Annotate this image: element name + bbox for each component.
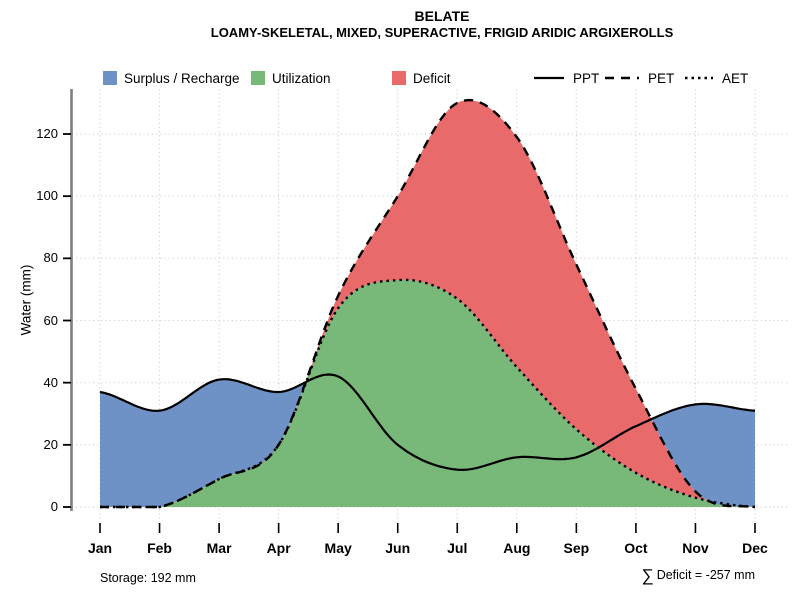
surplus-swatch (103, 71, 117, 85)
month-label-jan: Jan (87, 540, 113, 556)
deficit-swatch (392, 71, 406, 85)
legend-item-deficit: Deficit (392, 66, 451, 90)
month-label-mar: Mar (206, 540, 232, 556)
y-tick-label: 80 (43, 250, 58, 266)
storage-annotation: Storage: 192 mm (100, 571, 196, 585)
legend-label-deficit: Deficit (413, 70, 451, 86)
chart-title: BELATE (414, 8, 470, 24)
legend-label-pet: PET (648, 70, 675, 86)
month-label-apr: Apr (266, 540, 291, 556)
month-label-feb: Feb (147, 540, 172, 556)
legend-item-pet: PET (604, 66, 674, 90)
sum-deficit-annotation: ∑ Deficit = -257 mm (555, 566, 755, 586)
y-tick-label: 120 (36, 126, 58, 141)
pet-line-sample-icon (605, 76, 639, 80)
legend-item-ppt: PPT (533, 66, 599, 90)
month-label-aug: Aug (503, 540, 531, 556)
ppt-line-sample-icon (534, 76, 564, 80)
month-label-sep: Sep (563, 540, 590, 556)
deficit-area (100, 100, 755, 507)
legend-item-utilization: Utilization (251, 66, 331, 90)
sum-deficit-text: Deficit = -257 mm (656, 568, 755, 582)
y-tick-label: 0 (50, 499, 58, 514)
legend-label-ppt: PPT (573, 70, 600, 86)
pet-line (100, 98, 756, 509)
y-tick-label: 20 (43, 436, 58, 452)
y-tick-label: 100 (36, 188, 58, 204)
month-label-dec: Dec (742, 540, 768, 556)
chart-subtitle: LOAMY-SKELETAL, MIXED, SUPERACTIVE, FRIG… (210, 25, 674, 40)
aet-line-sample-icon (685, 76, 713, 80)
legend-item-aet: AET (684, 66, 748, 90)
ppt-line (99, 373, 756, 471)
month-label-jun: Jun (385, 540, 411, 556)
surplus-area (100, 100, 755, 507)
y-tick-label: 60 (43, 312, 58, 328)
utilization-swatch (251, 71, 265, 85)
month-label-oct: Oct (624, 540, 648, 556)
y-tick-label: 40 (43, 374, 58, 390)
month-label-may: May (324, 540, 352, 556)
legend-label-utilization: Utilization (272, 70, 331, 86)
legend-label-surplus: Surplus / Recharge (124, 70, 240, 86)
utilization-area (100, 279, 755, 507)
month-label-jul: Jul (447, 540, 468, 556)
sigma-icon: ∑ (641, 566, 654, 585)
month-label-nov: Nov (682, 540, 709, 556)
legend-item-surplus: Surplus / Recharge (103, 66, 240, 90)
aet-line (100, 278, 756, 509)
legend-label-aet: AET (722, 70, 749, 86)
